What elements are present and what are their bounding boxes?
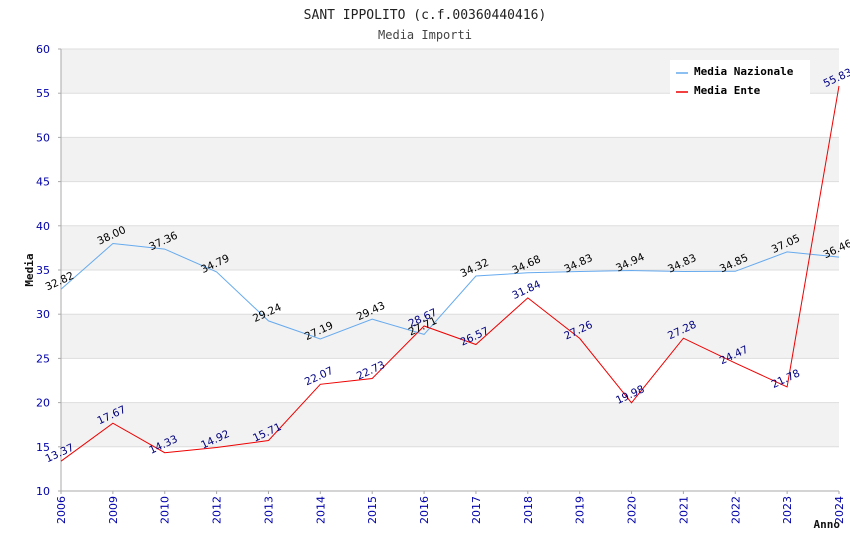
y-tick-label: 40 (36, 220, 50, 233)
x-tick-label: 2016 (418, 496, 431, 524)
series-line-media-nazionale (60, 242, 840, 340)
plot-band (61, 314, 839, 359)
y-tick-label: 50 (36, 131, 50, 144)
series-lines (60, 85, 840, 462)
y-tick-label: 45 (36, 176, 50, 189)
plot-band (61, 446, 839, 491)
x-tick-label: 2013 (262, 496, 275, 524)
series-line-media-ente (60, 85, 840, 462)
x-tick-labels: 2006 2009 2010 2012 2013 2014 2015 2016 2017 2018… (55, 491, 846, 524)
chart-title: SANT IPPOLITO (c.f.00360440416) (304, 8, 547, 23)
x-tick-label: 2022 (729, 496, 742, 524)
y-tick-labels: 10 15 20 25 30 35 40 45 50 55 60 (36, 43, 50, 498)
x-tick-label: 2009 (107, 496, 120, 524)
y-tick-label: 20 (36, 397, 50, 410)
x-tick-label: 2006 (55, 496, 68, 524)
legend: Media Nazionale Media Ente (670, 60, 810, 97)
x-tick-label: 2023 (781, 496, 794, 524)
x-tick-label: 2020 (626, 496, 639, 524)
legend-label-media-nazionale: Media Nazionale (694, 65, 794, 78)
x-axis-title: Anno (814, 518, 841, 531)
plot-bands (61, 49, 839, 491)
x-tick-label: 2015 (366, 496, 379, 524)
plot-band (61, 93, 839, 138)
x-tick-label: 2010 (159, 496, 172, 524)
y-tick-label: 10 (36, 485, 50, 498)
y-tick-label: 55 (36, 87, 50, 100)
y-tick-label: 30 (36, 308, 50, 321)
x-tick-label: 2019 (574, 496, 587, 524)
y-tick-label: 15 (36, 441, 50, 454)
plot-band (61, 137, 839, 182)
plot-band (61, 181, 839, 226)
y-tick-label: 35 (36, 264, 50, 277)
x-tick-label: 2012 (211, 496, 224, 524)
x-tick-label: 2021 (677, 496, 690, 524)
plot-band (61, 358, 839, 403)
legend-box (670, 60, 810, 96)
plot-band (61, 270, 839, 315)
y-axis-title: Media (23, 253, 36, 286)
plot-band (61, 225, 839, 270)
y-tick-label: 25 (36, 352, 50, 365)
x-tick-label: 2024 (833, 496, 846, 524)
x-tick-label: 2018 (522, 496, 535, 524)
x-tick-label: 2017 (470, 496, 483, 524)
x-tick-label: 2014 (314, 496, 327, 524)
y-tick-label: 60 (36, 43, 50, 56)
legend-label-media-ente: Media Ente (694, 84, 761, 97)
chart-subtitle: Media Importi (378, 28, 472, 42)
plot-band (61, 402, 839, 447)
